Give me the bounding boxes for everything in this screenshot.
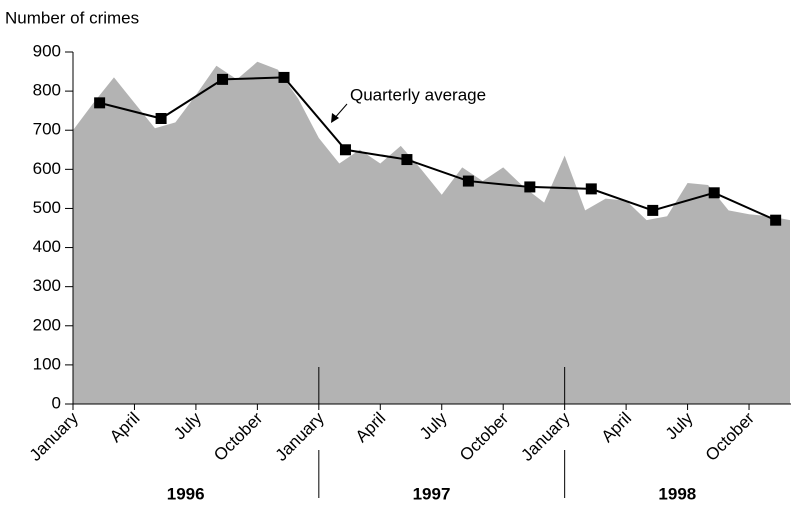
quarterly-marker <box>217 73 229 85</box>
y-axis-title: Number of crimes <box>5 8 139 27</box>
x-tick-label: July <box>662 408 697 443</box>
monthly-area <box>73 61 790 405</box>
quarterly-marker <box>770 214 782 226</box>
y-tick-label: 500 <box>33 198 61 217</box>
annotation-arrowhead <box>331 113 339 123</box>
x-tick-label: January <box>517 408 574 465</box>
year-label: 1996 <box>167 484 205 503</box>
x-tick-label: April <box>598 409 635 446</box>
y-tick-label: 300 <box>33 276 61 295</box>
quarterly-marker <box>155 112 167 124</box>
x-tick-label: October <box>456 408 512 464</box>
quarterly-marker <box>401 154 413 166</box>
y-tick-label: 600 <box>33 159 61 178</box>
y-tick-label: 700 <box>33 120 61 139</box>
x-tick-label: July <box>416 408 451 443</box>
quarterly-marker <box>94 97 106 109</box>
quarterly-marker <box>339 144 351 156</box>
x-tick-label: October <box>210 408 266 464</box>
quarterly-marker <box>278 71 290 83</box>
y-tick-label: 200 <box>33 315 61 334</box>
y-tick-label: 800 <box>33 81 61 100</box>
y-tick-label: 400 <box>33 237 61 256</box>
y-tick-label: 100 <box>33 354 61 373</box>
x-tick-label: January <box>26 408 83 465</box>
x-tick-label: October <box>702 408 758 464</box>
year-label: 1998 <box>658 484 696 503</box>
y-tick-label: 900 <box>33 41 61 60</box>
quarterly-marker <box>647 204 659 216</box>
x-tick-label: January <box>272 408 329 465</box>
y-tick-label: 0 <box>52 393 61 412</box>
quarterly-marker <box>585 183 597 195</box>
annotation: Quarterly average <box>350 85 486 104</box>
quarterly-marker <box>524 181 536 193</box>
quarterly-marker <box>462 175 474 187</box>
x-tick-label: July <box>170 408 205 443</box>
quarterly-marker <box>708 187 720 199</box>
year-label: 1997 <box>413 484 451 503</box>
x-tick-label: April <box>352 409 389 446</box>
x-tick-label: April <box>106 409 143 446</box>
quarterly-line <box>99 76 777 222</box>
